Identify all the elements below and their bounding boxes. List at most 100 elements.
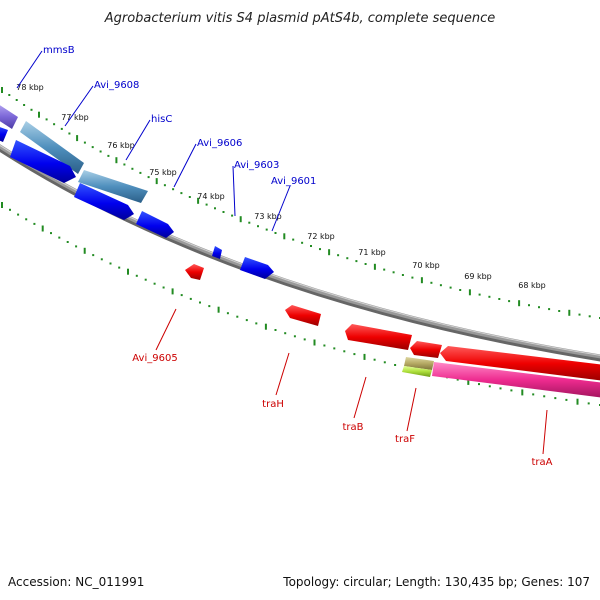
minor-tick [587,402,590,405]
minor-tick [456,378,459,381]
minor-tick [355,260,358,263]
gene-arrow-avi-9601[interactable] [240,257,274,279]
major-tick [197,197,200,204]
leader-line [155,308,177,351]
minor-tick [255,322,258,325]
gene-arrow-tra[interactable] [440,346,600,381]
gene-arrow-avi-9605[interactable] [185,264,204,280]
minor-tick [346,257,349,260]
minor-tick [284,332,287,335]
minor-tick [58,236,61,239]
leader-line [232,165,236,217]
gene-arrow[interactable] [10,140,76,183]
minor-tick [337,254,340,257]
kbp-tick-label: 76 kbp [107,141,135,150]
minor-tick [488,385,491,388]
major-tick [115,157,118,164]
major-tick [83,247,86,254]
minor-tick [91,146,94,149]
major-tick [41,225,44,232]
major-tick [468,289,471,296]
gene-label[interactable]: Avi_9603 [234,160,279,171]
gene-arrow-traa[interactable] [432,362,600,398]
minor-tick [205,203,208,206]
minor-tick [303,338,306,341]
gene-arrow-avi-9603[interactable] [212,246,222,259]
minor-tick [274,329,277,331]
major-tick [373,263,376,270]
minor-tick [214,207,216,210]
kbp-tick-label: 74 kbp [197,192,225,201]
gene-arrow-trah[interactable] [285,305,321,326]
gene-label[interactable]: mmsB [43,45,75,56]
minor-tick [257,225,259,228]
gene-arrow[interactable] [0,104,18,129]
minor-tick [498,298,501,300]
minor-tick [189,297,192,300]
minor-tick [310,245,312,247]
accession-label: Accession: NC_011991 [8,575,144,589]
minor-tick [373,358,376,361]
gene-label[interactable]: traF [395,434,415,445]
minor-tick [383,268,386,271]
gene-arrow-trab[interactable] [345,324,412,350]
gene-label[interactable]: hisC [151,114,172,125]
minor-tick [394,364,397,366]
gene-arrow-hisc[interactable] [78,170,148,203]
minor-tick [162,286,165,289]
major-tick [420,277,423,284]
gene-label[interactable]: traB [342,422,363,433]
major-tick [568,309,571,316]
minor-tick [430,281,433,284]
minor-tick [459,289,462,291]
gene-label[interactable]: Avi_9605 [132,353,177,364]
minor-tick [107,154,110,157]
gene-label[interactable]: Avi_9601 [271,176,316,187]
gene-arrow[interactable] [0,125,8,142]
forward-strand-genes [0,104,274,279]
minor-tick [199,301,201,304]
gene-arrow[interactable] [404,357,434,370]
gene-arrow-avi-9608[interactable] [20,121,84,174]
gene-arrow-avi-9606[interactable] [136,211,174,238]
major-tick [576,398,579,405]
minor-tick [528,304,530,307]
gene-label[interactable]: Avi_9608 [94,80,139,91]
kbp-tick-label: 75 kbp [149,168,177,177]
minor-tick [231,214,234,217]
minor-tick [508,300,511,303]
gene-label[interactable]: traH [262,399,284,410]
minor-tick [578,313,581,316]
minor-tick [532,393,535,396]
gene-label[interactable]: traA [531,457,552,468]
minor-tick [333,347,336,350]
gene-label[interactable]: Avi_9606 [197,138,242,149]
minor-tick [15,99,18,101]
minor-tick [226,312,229,315]
major-tick [313,339,316,346]
minor-tick [292,238,295,241]
leader-line [353,376,367,419]
reverse-gene-labels: Avi_9605 traH traB traF traA [132,308,553,468]
minor-tick [293,335,296,338]
minor-tick [17,213,20,216]
kbp-tick-label: 77 kbp [61,113,89,122]
minor-tick [53,123,56,126]
kbp-tick-label: 78 kbp [16,83,44,92]
minor-tick [478,293,481,296]
major-tick [264,323,267,330]
minor-tick [353,353,356,356]
gene-arrow[interactable] [74,183,134,220]
minor-tick [131,167,134,170]
minor-tick [411,276,414,279]
gene-arrow[interactable] [402,366,432,377]
gene-arrow-traf[interactable] [410,341,442,358]
minor-tick [172,188,175,191]
minor-tick [248,221,251,224]
minor-tick [8,94,11,96]
minor-tick [83,141,86,144]
minor-tick [139,171,142,174]
minor-tick [449,286,452,289]
minor-tick [236,315,239,318]
